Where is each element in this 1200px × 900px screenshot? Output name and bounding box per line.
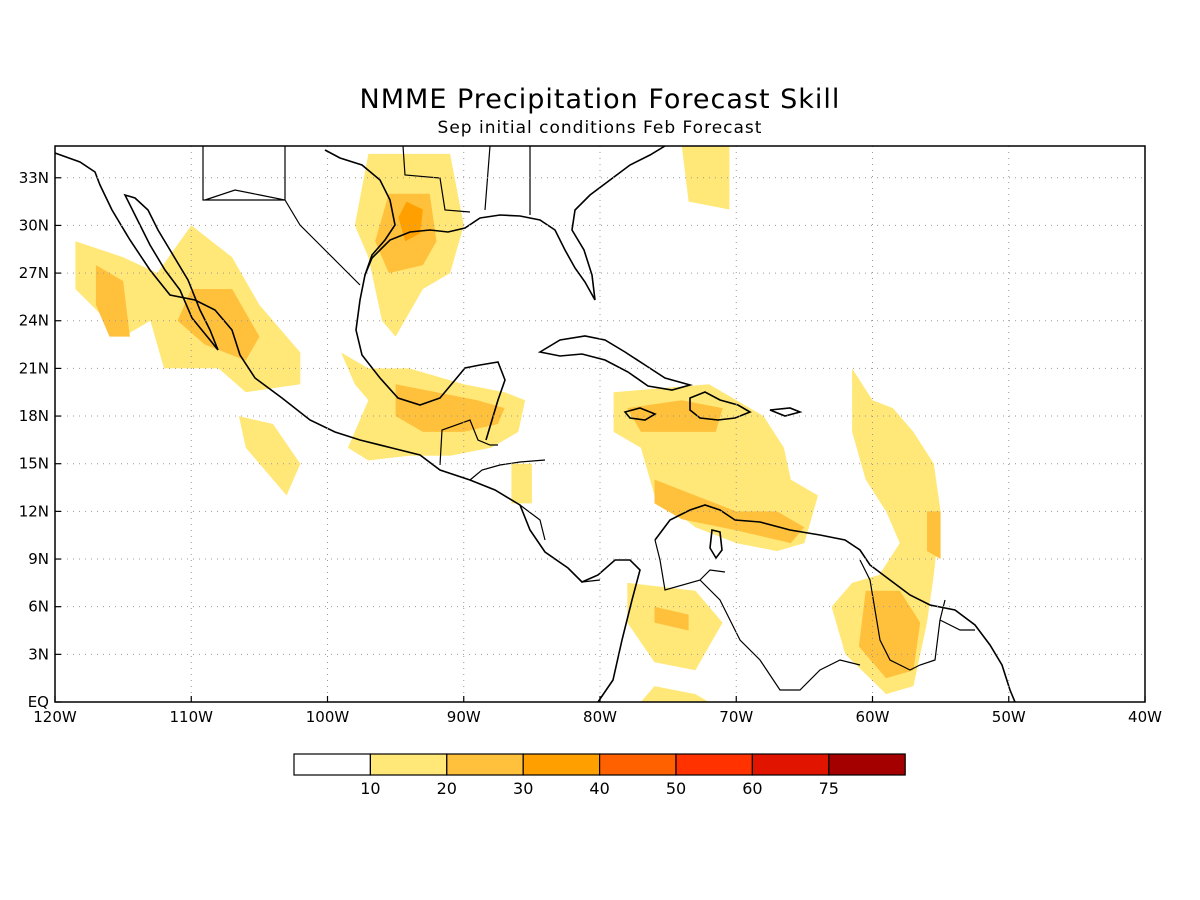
lon-tick-label: 70W — [719, 708, 753, 726]
lon-tick-label: 100W — [306, 708, 350, 726]
lat-tick-label: 15N — [19, 455, 49, 473]
lon-tick-label: 120W — [33, 708, 77, 726]
lat-tick-label: 6N — [28, 598, 49, 616]
skill-region — [511, 463, 532, 504]
puerto-rico-outline — [769, 407, 803, 417]
lat-tick-label: 30N — [19, 216, 49, 234]
gulf-coastline — [324, 149, 506, 441]
skill-region — [927, 511, 941, 559]
coastlines — [55, 146, 1016, 702]
lat-tick-label: 12N — [19, 502, 49, 520]
skill-region — [238, 416, 301, 496]
map-subtitle: Sep initial conditions Feb Forecast — [437, 118, 763, 138]
colorbar-label: 40 — [589, 779, 609, 798]
map-title: NMME Precipitation Forecast Skill — [359, 84, 841, 115]
colorbar-label: 60 — [742, 779, 762, 798]
skill-region — [627, 400, 723, 432]
lake-maracaibo — [709, 529, 723, 560]
lon-tick-label: 90W — [447, 708, 481, 726]
lat-tick-label: 21N — [19, 359, 49, 377]
colorbar-label: 50 — [666, 779, 686, 798]
lat-tick-label: 3N — [28, 645, 49, 663]
baja-california — [123, 193, 219, 351]
skill-region — [654, 606, 689, 631]
lon-tick-label: 80W — [583, 708, 617, 726]
lon-tick-label: 40W — [1128, 708, 1162, 726]
colorbar-swatch — [751, 753, 830, 776]
colorbar-swatch — [675, 753, 754, 776]
jamaica-outline — [623, 407, 657, 421]
texas-louisiana-coast — [364, 146, 666, 301]
colorbar-swatch — [522, 753, 601, 776]
colorbar-swatch — [828, 753, 906, 776]
colorbar: 10 20 30 40 50 60 75 — [293, 753, 906, 798]
skill-region — [858, 590, 921, 679]
skill-region — [681, 146, 730, 210]
lat-tick-label: 27N — [19, 264, 49, 282]
graticule — [55, 146, 1145, 702]
lat-tick-label: 9N — [28, 550, 49, 568]
lon-tick-label: 60W — [856, 708, 890, 726]
map-axes: 120W 110W 100W 90W 80W 70W 60W 50W 40W EQ 3N 6N 9N 12… — [19, 169, 1162, 726]
south-america-coast — [654, 504, 1016, 702]
skill-region — [95, 265, 130, 337]
colorbar-swatch — [293, 753, 372, 776]
lat-tick-label: 18N — [19, 407, 49, 425]
lat-tick-label: EQ — [28, 693, 49, 711]
pacific-coastline — [55, 152, 641, 702]
colorbar-label: 20 — [437, 779, 457, 798]
skill-region — [640, 686, 709, 702]
lon-tick-label: 110W — [170, 708, 214, 726]
skill-region — [654, 479, 805, 544]
colorbar-label: 10 — [360, 779, 380, 798]
colorbar-label: 75 — [819, 779, 839, 798]
colorbar-label: 30 — [513, 779, 533, 798]
lat-tick-label: 33N — [19, 169, 49, 187]
colorbar-swatch — [598, 753, 677, 776]
skill-shading — [75, 146, 941, 702]
lat-tick-label: 24N — [19, 312, 49, 330]
lon-tick-label: 50W — [992, 708, 1026, 726]
skill-region — [395, 384, 505, 432]
hispaniola-outline — [689, 391, 752, 421]
colorbar-swatch — [446, 753, 524, 776]
cuba-outline — [537, 335, 693, 391]
colorbar-swatch — [369, 753, 448, 776]
plot-frame — [54, 145, 1146, 703]
